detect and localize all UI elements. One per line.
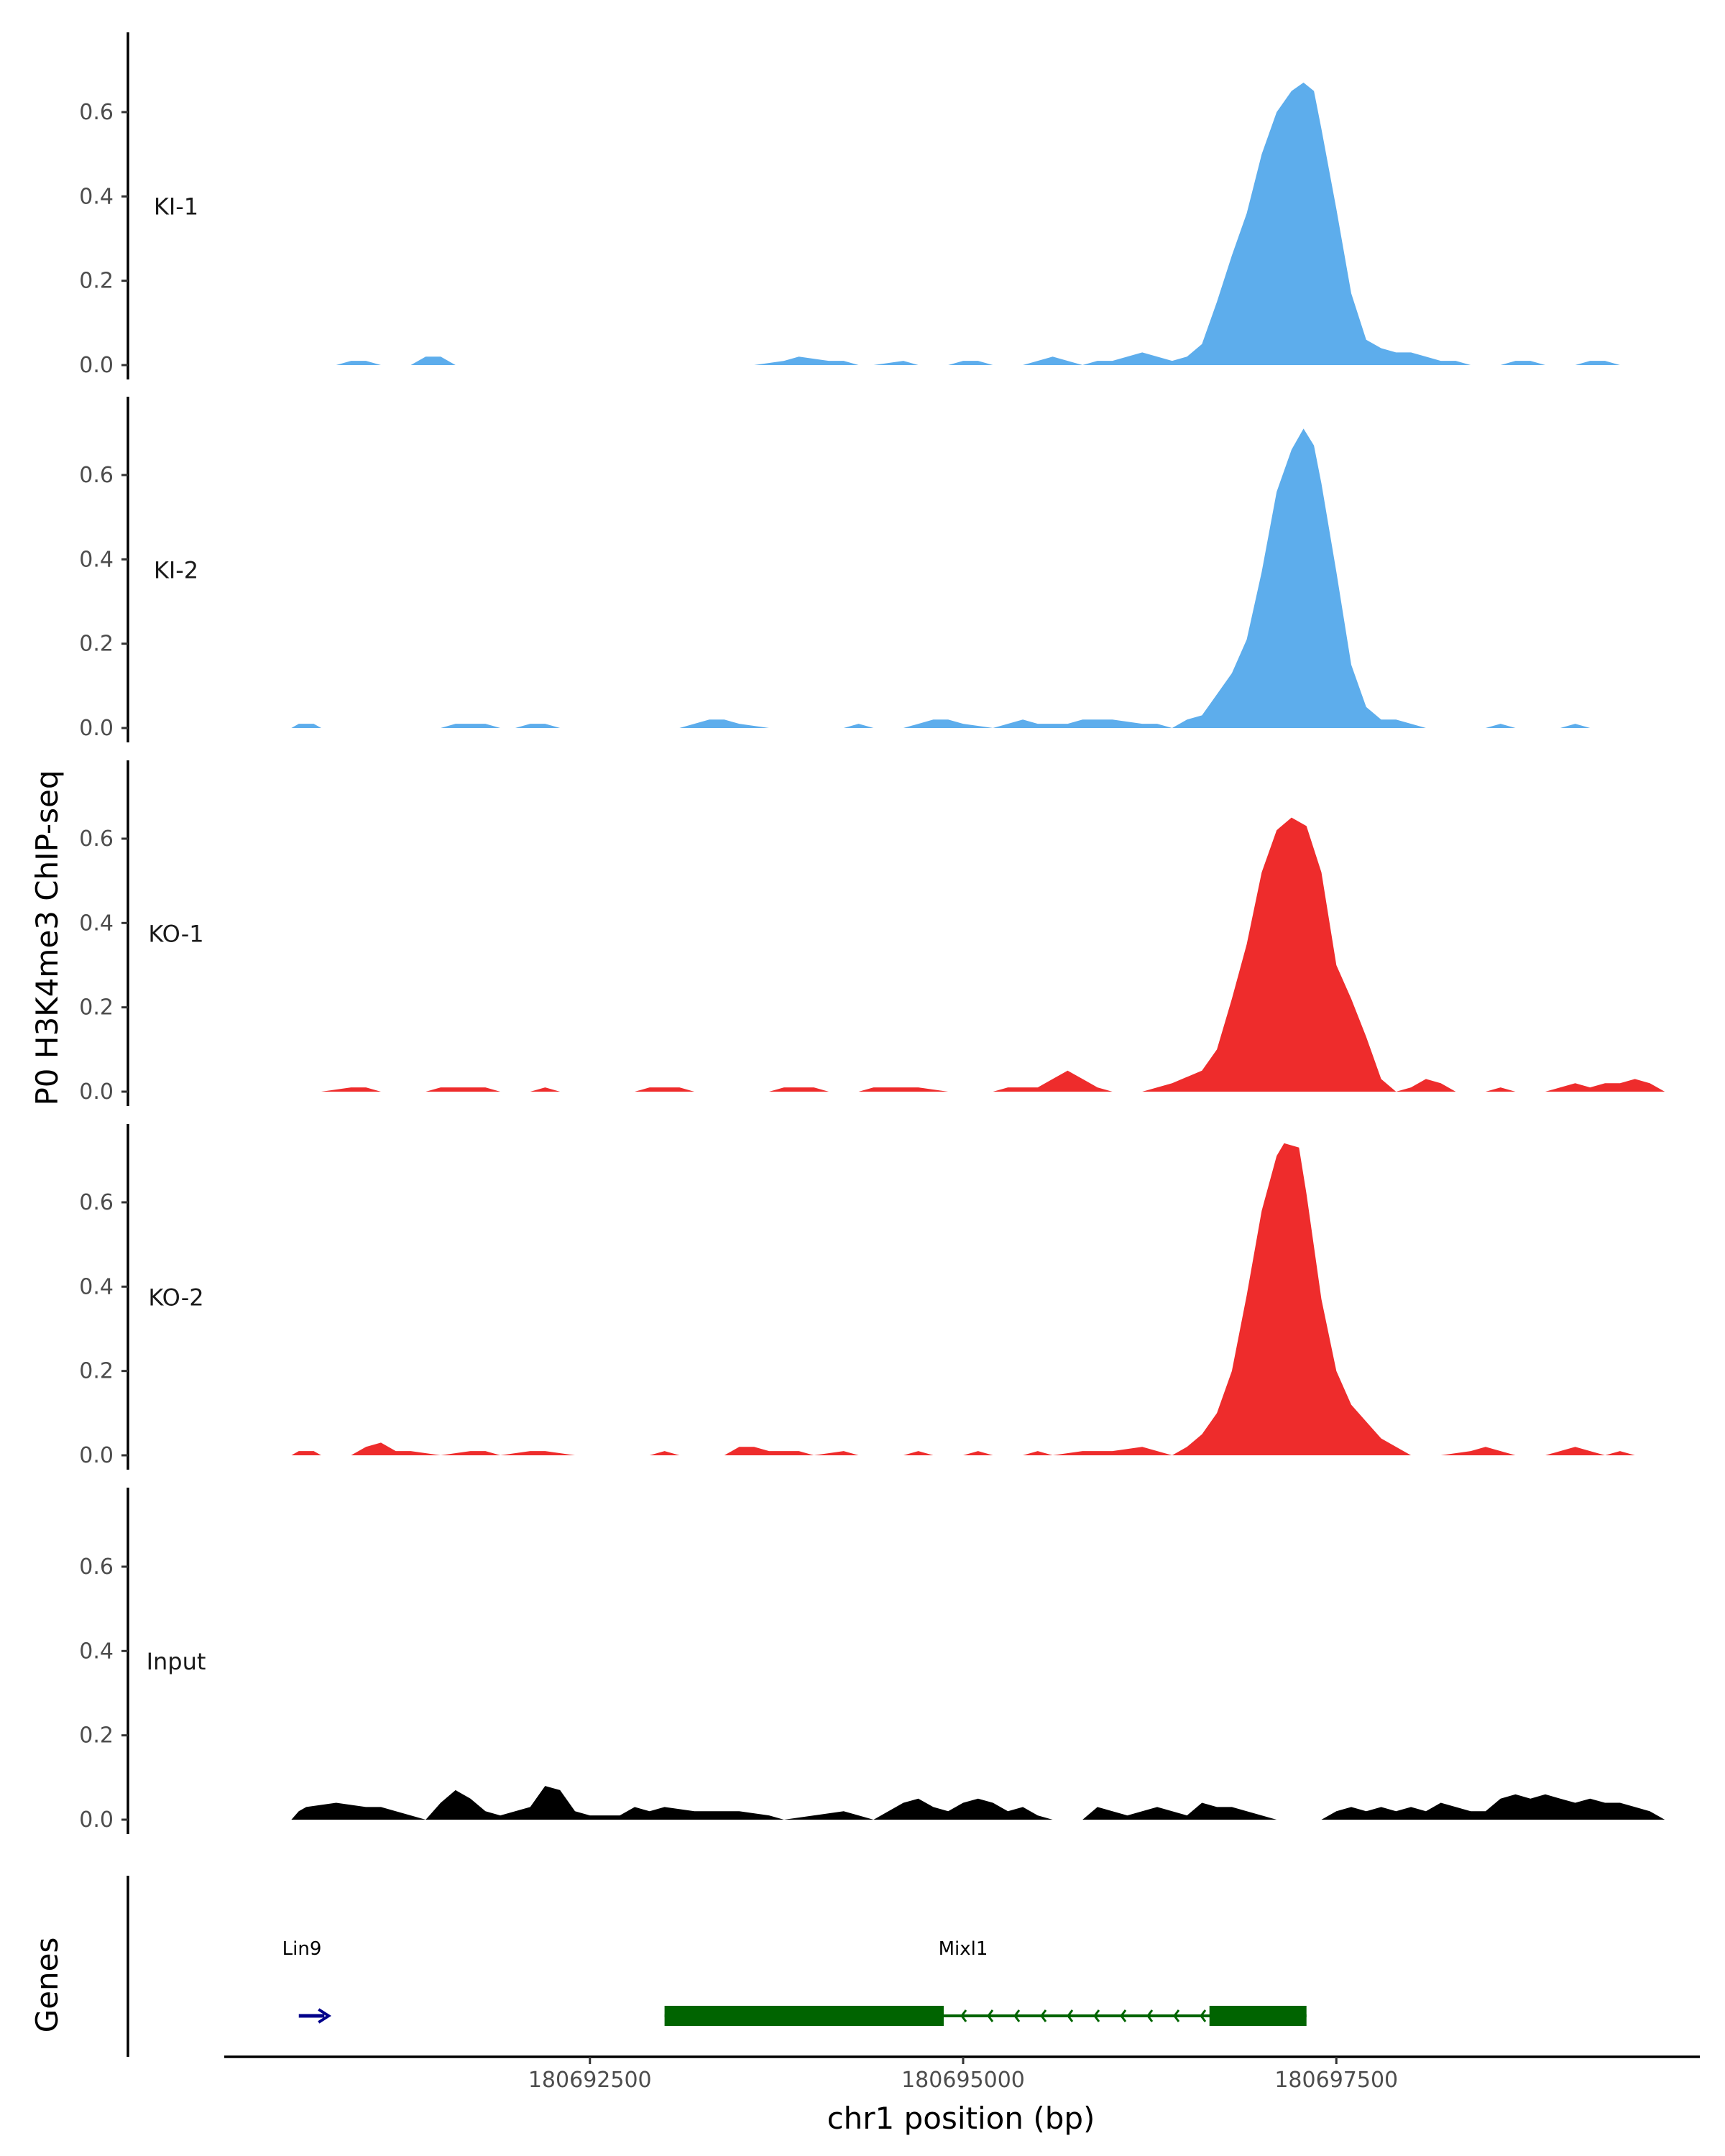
y-tick-label: 0.6 bbox=[79, 463, 114, 488]
strand-chevron bbox=[1040, 2009, 1047, 2022]
track-input: 0.0 0.2 0.4 0.6 Input bbox=[79, 1488, 1665, 1834]
signal-area-ki-1 bbox=[291, 82, 1620, 366]
y-tick-label: 0.4 bbox=[79, 1274, 114, 1299]
track-ki-1: 0.0 0.2 0.4 0.6 KI-1 bbox=[79, 32, 1620, 379]
gene-lin9: Lin9 bbox=[282, 1938, 331, 2024]
x-axis-title: chr1 position (bp) bbox=[827, 2101, 1095, 2136]
gene-label: Mixl1 bbox=[939, 1938, 988, 1960]
strand-chevron bbox=[960, 2009, 967, 2022]
strand-chevron bbox=[987, 2009, 994, 2022]
gene-label: Lin9 bbox=[282, 1938, 322, 1960]
y-tick-label: 0.2 bbox=[79, 995, 114, 1021]
strand-chevron bbox=[1093, 2009, 1100, 2022]
y-tick-label: 0.4 bbox=[79, 911, 114, 936]
genes-layer: Lin9 Mixl1 bbox=[126, 1876, 1307, 2057]
y-tick-label: 0.6 bbox=[79, 100, 114, 125]
y-axis-title: P0 H3K4me3 ChIP-seq bbox=[29, 770, 65, 1105]
gene-exon bbox=[664, 2006, 944, 2026]
y-tick-label: 0.2 bbox=[79, 1723, 114, 1749]
strand-chevron bbox=[1013, 2009, 1021, 2022]
y-tick-label: 0.6 bbox=[79, 1554, 114, 1580]
y-tick-label: 0.6 bbox=[79, 1190, 114, 1215]
x-axis: 180692500 180695000 180697500 bbox=[224, 2055, 1700, 2093]
x-tick-label: 180692500 bbox=[528, 2068, 652, 2093]
y-tick-label: 0.2 bbox=[79, 1359, 114, 1384]
y-tick-label: 0.0 bbox=[79, 1079, 114, 1105]
strand-chevron bbox=[1200, 2009, 1207, 2022]
track-ki-2: 0.0 0.2 0.4 0.6 KI-2 bbox=[79, 397, 1591, 742]
y-tick-label: 0.4 bbox=[79, 547, 114, 572]
track-label: KI-2 bbox=[154, 557, 198, 584]
y-tick-label: 0.2 bbox=[79, 269, 114, 294]
y-tick-label: 0.4 bbox=[79, 184, 114, 209]
y-tick-label: 0.0 bbox=[79, 1443, 114, 1468]
signal-area-input bbox=[291, 1786, 1665, 1820]
track-label: KO-1 bbox=[148, 921, 203, 948]
genes-track-title: Genes bbox=[29, 1938, 65, 2033]
gene-arrow-head bbox=[318, 2008, 331, 2024]
track-label: Input bbox=[147, 1648, 206, 1675]
strand-chevron bbox=[1146, 2009, 1154, 2022]
strand-chevron bbox=[1120, 2009, 1127, 2022]
strand-chevron bbox=[1173, 2009, 1180, 2022]
signal-area-ko-1 bbox=[321, 817, 1665, 1092]
x-tick-label: 180695000 bbox=[901, 2068, 1025, 2093]
x-tick-label: 180697500 bbox=[1274, 2068, 1398, 2093]
y-tick-label: 0.4 bbox=[79, 1639, 114, 1664]
y-tick-label: 0.0 bbox=[79, 716, 114, 741]
y-tick-label: 0.0 bbox=[79, 1807, 114, 1833]
track-ko-2: 0.0 0.2 0.4 0.6 KO-2 bbox=[79, 1124, 1635, 1470]
signal-area-ko-2 bbox=[291, 1143, 1635, 1455]
strand-chevron bbox=[1067, 2009, 1074, 2022]
y-tick-label: 0.0 bbox=[79, 353, 114, 378]
y-tick-label: 0.2 bbox=[79, 632, 114, 657]
gene-mixl1: Mixl1 bbox=[664, 1938, 1307, 2026]
track-label: KI-1 bbox=[154, 193, 198, 221]
tracks-layer: 0.00.20.40.6KI-10.00.20.40.6KI-20.00.20.… bbox=[79, 32, 1665, 1834]
signal-area-ki-2 bbox=[291, 428, 1591, 728]
track-ko-1: 0.0 0.2 0.4 0.6 KO-1 bbox=[79, 760, 1665, 1106]
y-tick-label: 0.6 bbox=[79, 826, 114, 852]
track-label: KO-2 bbox=[148, 1284, 203, 1312]
gene-exon bbox=[1209, 2006, 1307, 2026]
